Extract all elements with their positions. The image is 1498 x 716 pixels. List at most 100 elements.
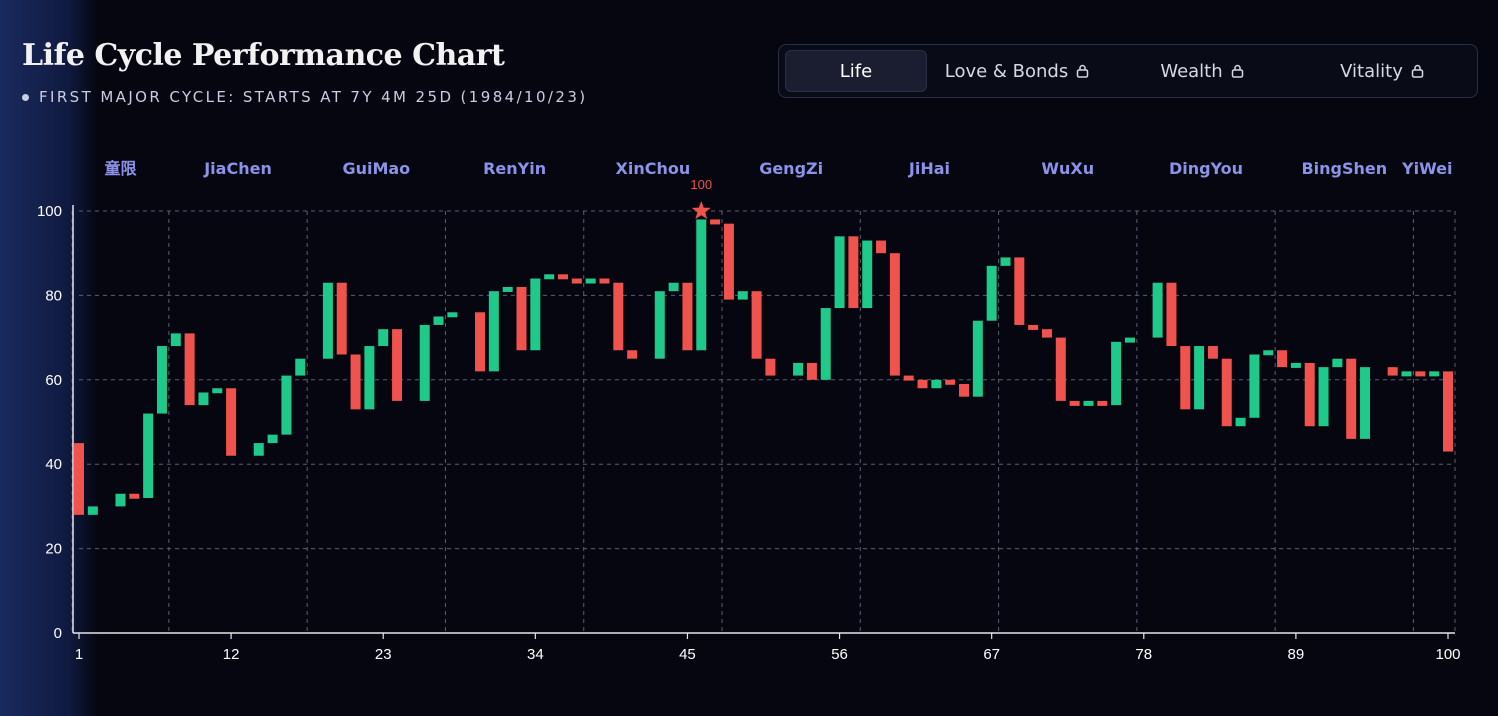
candle-down: [129, 493, 140, 499]
cycle-label: JiHai: [908, 159, 950, 178]
cycle-label: YiWei: [1401, 159, 1452, 178]
x-tick-label: 12: [223, 646, 240, 663]
candle-up: [267, 434, 278, 444]
lock-icon: [1411, 64, 1424, 78]
candle-up: [654, 291, 665, 359]
cycle-label: XinChou: [616, 159, 691, 178]
candle-down: [184, 333, 195, 406]
candle-down: [710, 219, 721, 225]
x-tick-label: 45: [679, 646, 696, 663]
cycle-subtitle: FIRST MAJOR CYCLE: STARTS AT 7Y 4M 25D (…: [22, 88, 588, 106]
tab-vitality-label: Vitality: [1340, 60, 1403, 82]
cycle-label: DingYou: [1169, 159, 1243, 178]
candle-down: [1443, 371, 1453, 452]
candle-down: [876, 240, 887, 254]
candle-up: [1401, 371, 1412, 377]
candle-up: [1124, 337, 1135, 343]
x-tick-label: 89: [1288, 646, 1305, 663]
x-tick-label: 67: [983, 646, 1000, 663]
cycle-label: 童限: [104, 159, 137, 178]
candle-up: [862, 240, 873, 309]
tab-love-bonds[interactable]: Love & Bonds: [927, 50, 1107, 92]
candle-down: [475, 312, 486, 372]
cycle-label: RenYin: [483, 159, 546, 178]
candle-down: [350, 354, 361, 410]
y-tick-label: 80: [45, 287, 62, 304]
candle-up: [281, 375, 292, 435]
peak-star-icon: [691, 201, 711, 220]
lock-icon: [1077, 64, 1089, 78]
candle-up: [378, 329, 389, 347]
candle-down: [1097, 400, 1108, 406]
candle-down: [806, 362, 817, 380]
candle-down: [945, 379, 956, 385]
candle-up: [1249, 354, 1260, 418]
y-tick-label: 40: [45, 456, 62, 473]
candle-up: [834, 236, 845, 309]
candle-down: [392, 329, 403, 401]
candle-up: [170, 333, 181, 347]
candle-down: [1221, 358, 1232, 427]
candle-up: [820, 308, 831, 380]
candle-up: [212, 388, 223, 394]
candle-up: [447, 312, 458, 318]
candle-up: [143, 413, 154, 498]
x-tick-label: 100: [1435, 646, 1460, 663]
candle-down: [1166, 282, 1177, 347]
candle-down: [1387, 367, 1398, 376]
candle-up: [364, 346, 375, 410]
candle-down: [1055, 337, 1066, 401]
category-tabs: Life Love & Bonds Wealth Vitality: [778, 44, 1478, 98]
candle-up: [322, 282, 333, 359]
tab-vitality[interactable]: Vitality: [1297, 50, 1467, 92]
candle-up: [696, 219, 707, 351]
candle-down: [889, 253, 900, 376]
candle-up: [668, 282, 679, 292]
y-tick-label: 60: [45, 372, 62, 389]
candle-up: [972, 320, 983, 397]
candle-up: [793, 362, 804, 376]
page-title: Life Cycle Performance Chart: [22, 38, 505, 73]
tab-life[interactable]: Life: [785, 50, 927, 92]
candle-up: [1111, 341, 1122, 406]
cycle-label: WuXu: [1041, 159, 1094, 178]
candle-down: [1014, 257, 1025, 325]
candle-down: [903, 375, 914, 381]
candle-down: [1277, 350, 1288, 368]
candle-up: [1332, 358, 1343, 368]
candle-down: [959, 384, 970, 397]
candle-up: [931, 379, 942, 389]
candle-up: [986, 265, 997, 321]
candle-up: [433, 316, 444, 325]
tab-wealth-label: Wealth: [1160, 60, 1223, 82]
candle-up: [156, 346, 167, 414]
cycle-label: JiaChen: [203, 159, 272, 178]
candle-down: [516, 286, 527, 351]
candle-up: [253, 443, 264, 456]
candle-up: [585, 278, 596, 284]
candle-down: [226, 388, 237, 456]
candle-down: [74, 443, 84, 515]
candle-down: [682, 282, 693, 351]
tab-wealth[interactable]: Wealth: [1107, 50, 1297, 92]
candle-down: [848, 236, 859, 309]
candle-down: [571, 278, 582, 284]
candle-up: [737, 291, 748, 300]
candle-down: [336, 282, 347, 355]
candle-down: [1180, 346, 1191, 410]
candle-up: [1360, 367, 1371, 439]
x-tick-label: 34: [527, 646, 544, 663]
candle-down: [1346, 358, 1357, 439]
candle-down: [723, 223, 734, 300]
candle-down: [917, 379, 928, 389]
cycle-label: GengZi: [759, 159, 823, 178]
candle-up: [1000, 257, 1011, 266]
tab-life-label: Life: [839, 60, 873, 82]
cycle-label: GuiMao: [342, 159, 410, 178]
candle-up: [1429, 371, 1440, 377]
candle-up: [115, 493, 126, 507]
candle-up: [502, 286, 513, 292]
candle-up: [1194, 346, 1205, 410]
candle-up: [1083, 400, 1094, 406]
